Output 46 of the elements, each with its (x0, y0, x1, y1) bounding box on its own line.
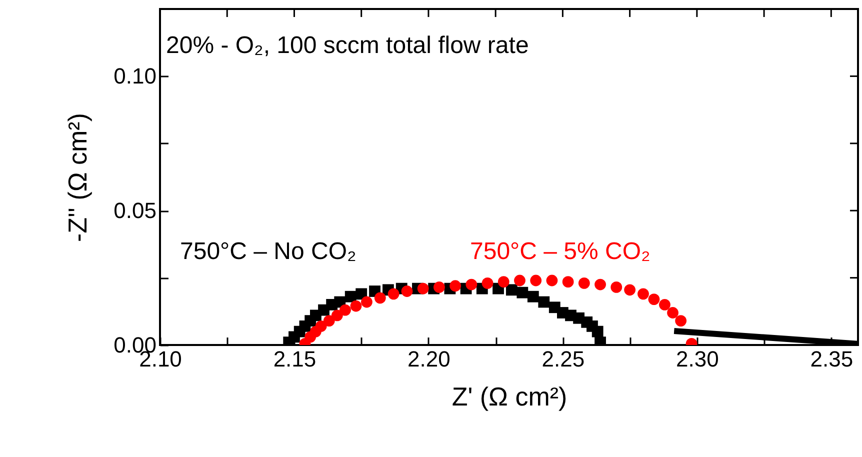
point (530, 274, 542, 286)
point (538, 296, 550, 308)
point (388, 288, 400, 300)
series-label: 750°C – 5% CO₂ (470, 238, 650, 265)
point (340, 304, 351, 316)
point (498, 276, 510, 288)
point (323, 315, 335, 326)
point (350, 300, 362, 312)
point (592, 326, 604, 338)
point (594, 278, 606, 290)
y-tick-label: 0.10 (114, 64, 156, 89)
point (482, 277, 494, 289)
point (648, 294, 660, 305)
x-tick-label: 2.25 (542, 346, 585, 372)
point (401, 286, 413, 297)
point (450, 280, 462, 292)
point (667, 307, 678, 318)
point (434, 282, 445, 293)
y-tick-label: 0.05 (114, 198, 156, 224)
point (374, 292, 386, 304)
point (331, 310, 343, 322)
series-label: 750°C – No CO₂ (180, 238, 356, 265)
point (466, 278, 478, 290)
point (546, 274, 558, 286)
point (356, 288, 368, 300)
x-tick-label: 2.20 (408, 346, 450, 372)
y-axis-title: -Z'' (Ω cm²) (62, 113, 93, 242)
x-tick-label: 2.35 (810, 346, 854, 372)
x-tick-label: 2.15 (273, 346, 316, 372)
point (638, 288, 649, 300)
point (516, 286, 528, 298)
point (578, 277, 590, 289)
point (675, 315, 687, 326)
point (315, 320, 327, 332)
point (417, 282, 429, 294)
point (624, 284, 636, 296)
point (610, 282, 622, 293)
point (527, 290, 539, 302)
point (659, 298, 670, 310)
annotation: 20% - O₂, 100 sccm total flow rate (166, 32, 529, 59)
point (562, 276, 574, 288)
x-axis-title: Z' (Ω cm²) (452, 382, 568, 412)
point (361, 296, 372, 308)
x-tick-label: 2.30 (676, 346, 719, 372)
point (514, 274, 526, 286)
point (506, 284, 518, 296)
